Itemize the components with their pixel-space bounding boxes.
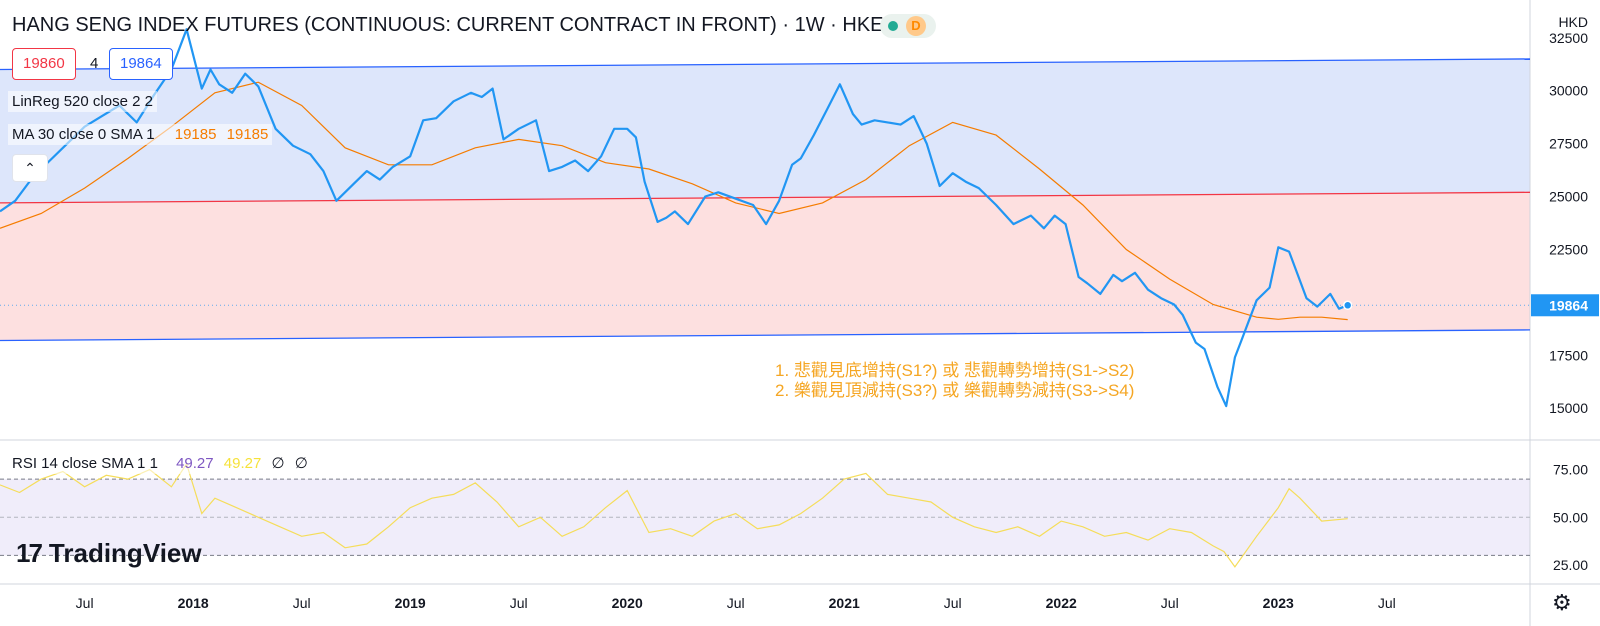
ma-legend-label: MA 30 close 0 SMA 1 [12,126,155,143]
rsi-value-2: 49.27 [223,455,262,472]
time-tick-label: Jul [510,595,528,611]
regression-center-line [0,191,1531,204]
last-price-label: 19864 [1549,297,1588,313]
rsi-na-1: ∅ [271,455,285,472]
ma-legend[interactable]: MA 30 close 0 SMA 1 19185 19185 [8,124,273,145]
time-tick-label: Jul [727,595,745,611]
tradingview-logo[interactable]: 17 TradingView [16,538,202,569]
time-tick-label: 2023 [1263,595,1294,611]
time-tick-label: Jul [76,595,94,611]
price-tick-label: 30000 [1549,83,1588,99]
gear-icon[interactable]: ⚙ [1552,590,1572,615]
time-tick-label: 2018 [178,595,209,611]
rsi-line [0,462,1348,568]
price-tick-label: 25000 [1549,189,1588,205]
time-tick-label: Jul [944,595,962,611]
regression-lower-fill [0,192,1530,341]
time-tick-label: Jul [1378,595,1396,611]
rsi-legend[interactable]: RSI 14 close SMA 1 1 49.27 49.27 ∅ ∅ [8,452,312,474]
ma-value-2: 19185 [226,126,269,143]
linreg-legend[interactable]: LinReg 520 close 2 2 [8,91,157,112]
time-tick-label: 2022 [1046,595,1077,611]
ma-value-1: 19185 [174,126,217,143]
time-tick-label: Jul [293,595,311,611]
annotation-line-2: 2. 樂觀見頂減持(S3?) 或 樂觀轉勢減持(S3->S4) [775,381,1135,400]
last-price-marker [1342,300,1353,311]
regression-lower-line [0,329,1531,342]
regression-upper-line [0,58,1531,71]
green-dot-icon [888,21,898,31]
ask-price-box[interactable]: 19864 [109,48,173,80]
tradingview-mark-icon: 17 [16,538,43,568]
bid-price-box[interactable]: 19860 [12,48,76,80]
spread-value: 4 [90,55,99,72]
tradingview-logo-text: TradingView [48,538,202,568]
data-status-badge: D [906,16,926,36]
rsi-tick-label: 75.00 [1553,462,1588,478]
rsi-tick-label: 25.00 [1553,557,1588,573]
annotation-line-1: 1. 悲觀見底增持(S1?) 或 悲觀轉勢增持(S1->S2) [775,361,1135,380]
price-tick-label: 17500 [1549,347,1588,363]
price-line [0,28,1349,408]
time-tick-label: 2019 [395,595,426,611]
price-tick-label: 15000 [1549,400,1588,416]
rsi-na-2: ∅ [294,455,308,472]
time-tick-label: 2020 [612,595,643,611]
time-tick-label: Jul [1161,595,1179,611]
market-status-badge[interactable]: D [880,14,936,38]
rsi-legend-label: RSI 14 close SMA 1 1 [12,455,158,472]
rsi-tick-label: 50.00 [1553,509,1588,525]
time-tick-label: 2021 [829,595,860,611]
chart-title: HANG SENG INDEX FUTURES (CONTINUOUS: CUR… [12,14,897,36]
chevron-up-icon[interactable]: ⌃ [12,154,48,182]
last-price-label-bg [1531,294,1599,317]
regression-upper-fill [0,58,1530,203]
rsi-value-1: 49.27 [176,455,214,472]
currency-selector[interactable]: HKD [1558,14,1588,30]
price-tick-label: 27500 [1549,136,1588,152]
price-tick-label: 32500 [1549,30,1588,46]
price-tick-label: 22500 [1549,241,1588,257]
